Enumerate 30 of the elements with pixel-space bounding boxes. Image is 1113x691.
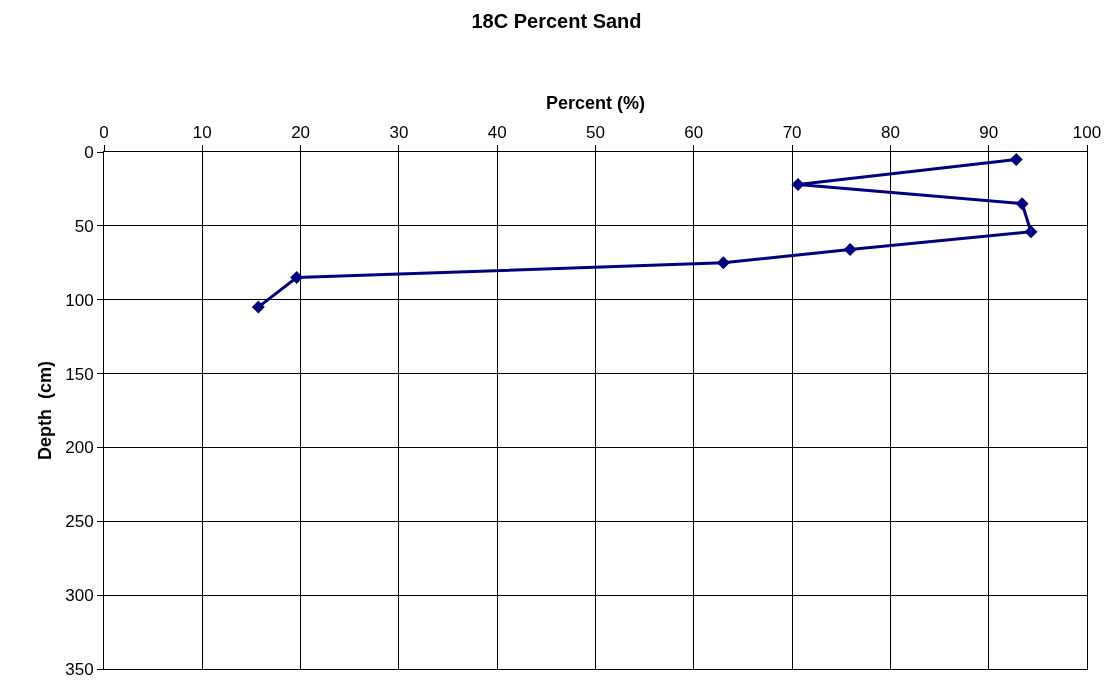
x-tick-label: 40 (487, 123, 507, 143)
point (251, 300, 265, 314)
point (1024, 225, 1038, 239)
x-tick-label: 50 (586, 123, 605, 143)
y-axis-title: Depth (cm) (35, 360, 56, 460)
y-tick-label: 100 (65, 290, 94, 310)
x-tick-label: 90 (979, 123, 999, 143)
point (1009, 152, 1023, 166)
y-tick-label: 250 (65, 512, 94, 532)
y-tick-label: 200 (65, 438, 94, 458)
point (716, 256, 730, 270)
y-tick-label: 0 (84, 142, 94, 162)
y-tick-label: 350 (65, 659, 94, 679)
y-tick-label: 150 (65, 364, 94, 384)
x-tick-label: 30 (389, 123, 409, 143)
point (290, 271, 304, 285)
y-tick-label: 300 (65, 586, 94, 606)
y-tick-label: 50 (74, 216, 94, 236)
x-tick-label: 60 (684, 123, 704, 143)
x-tick-label: 80 (880, 123, 900, 143)
x-tick-label: 70 (782, 123, 802, 143)
x-tick-label: 100 (1072, 123, 1102, 143)
point (843, 242, 857, 256)
point (791, 178, 805, 191)
chart-title: 18C Percent Sand (471, 9, 642, 32)
x-axis-title: Percent (%) (545, 93, 646, 114)
x-tick-label: 20 (291, 123, 311, 143)
x-tick-label: 10 (192, 123, 212, 143)
x-tick-label: 0 (99, 123, 109, 143)
point (1015, 197, 1029, 211)
